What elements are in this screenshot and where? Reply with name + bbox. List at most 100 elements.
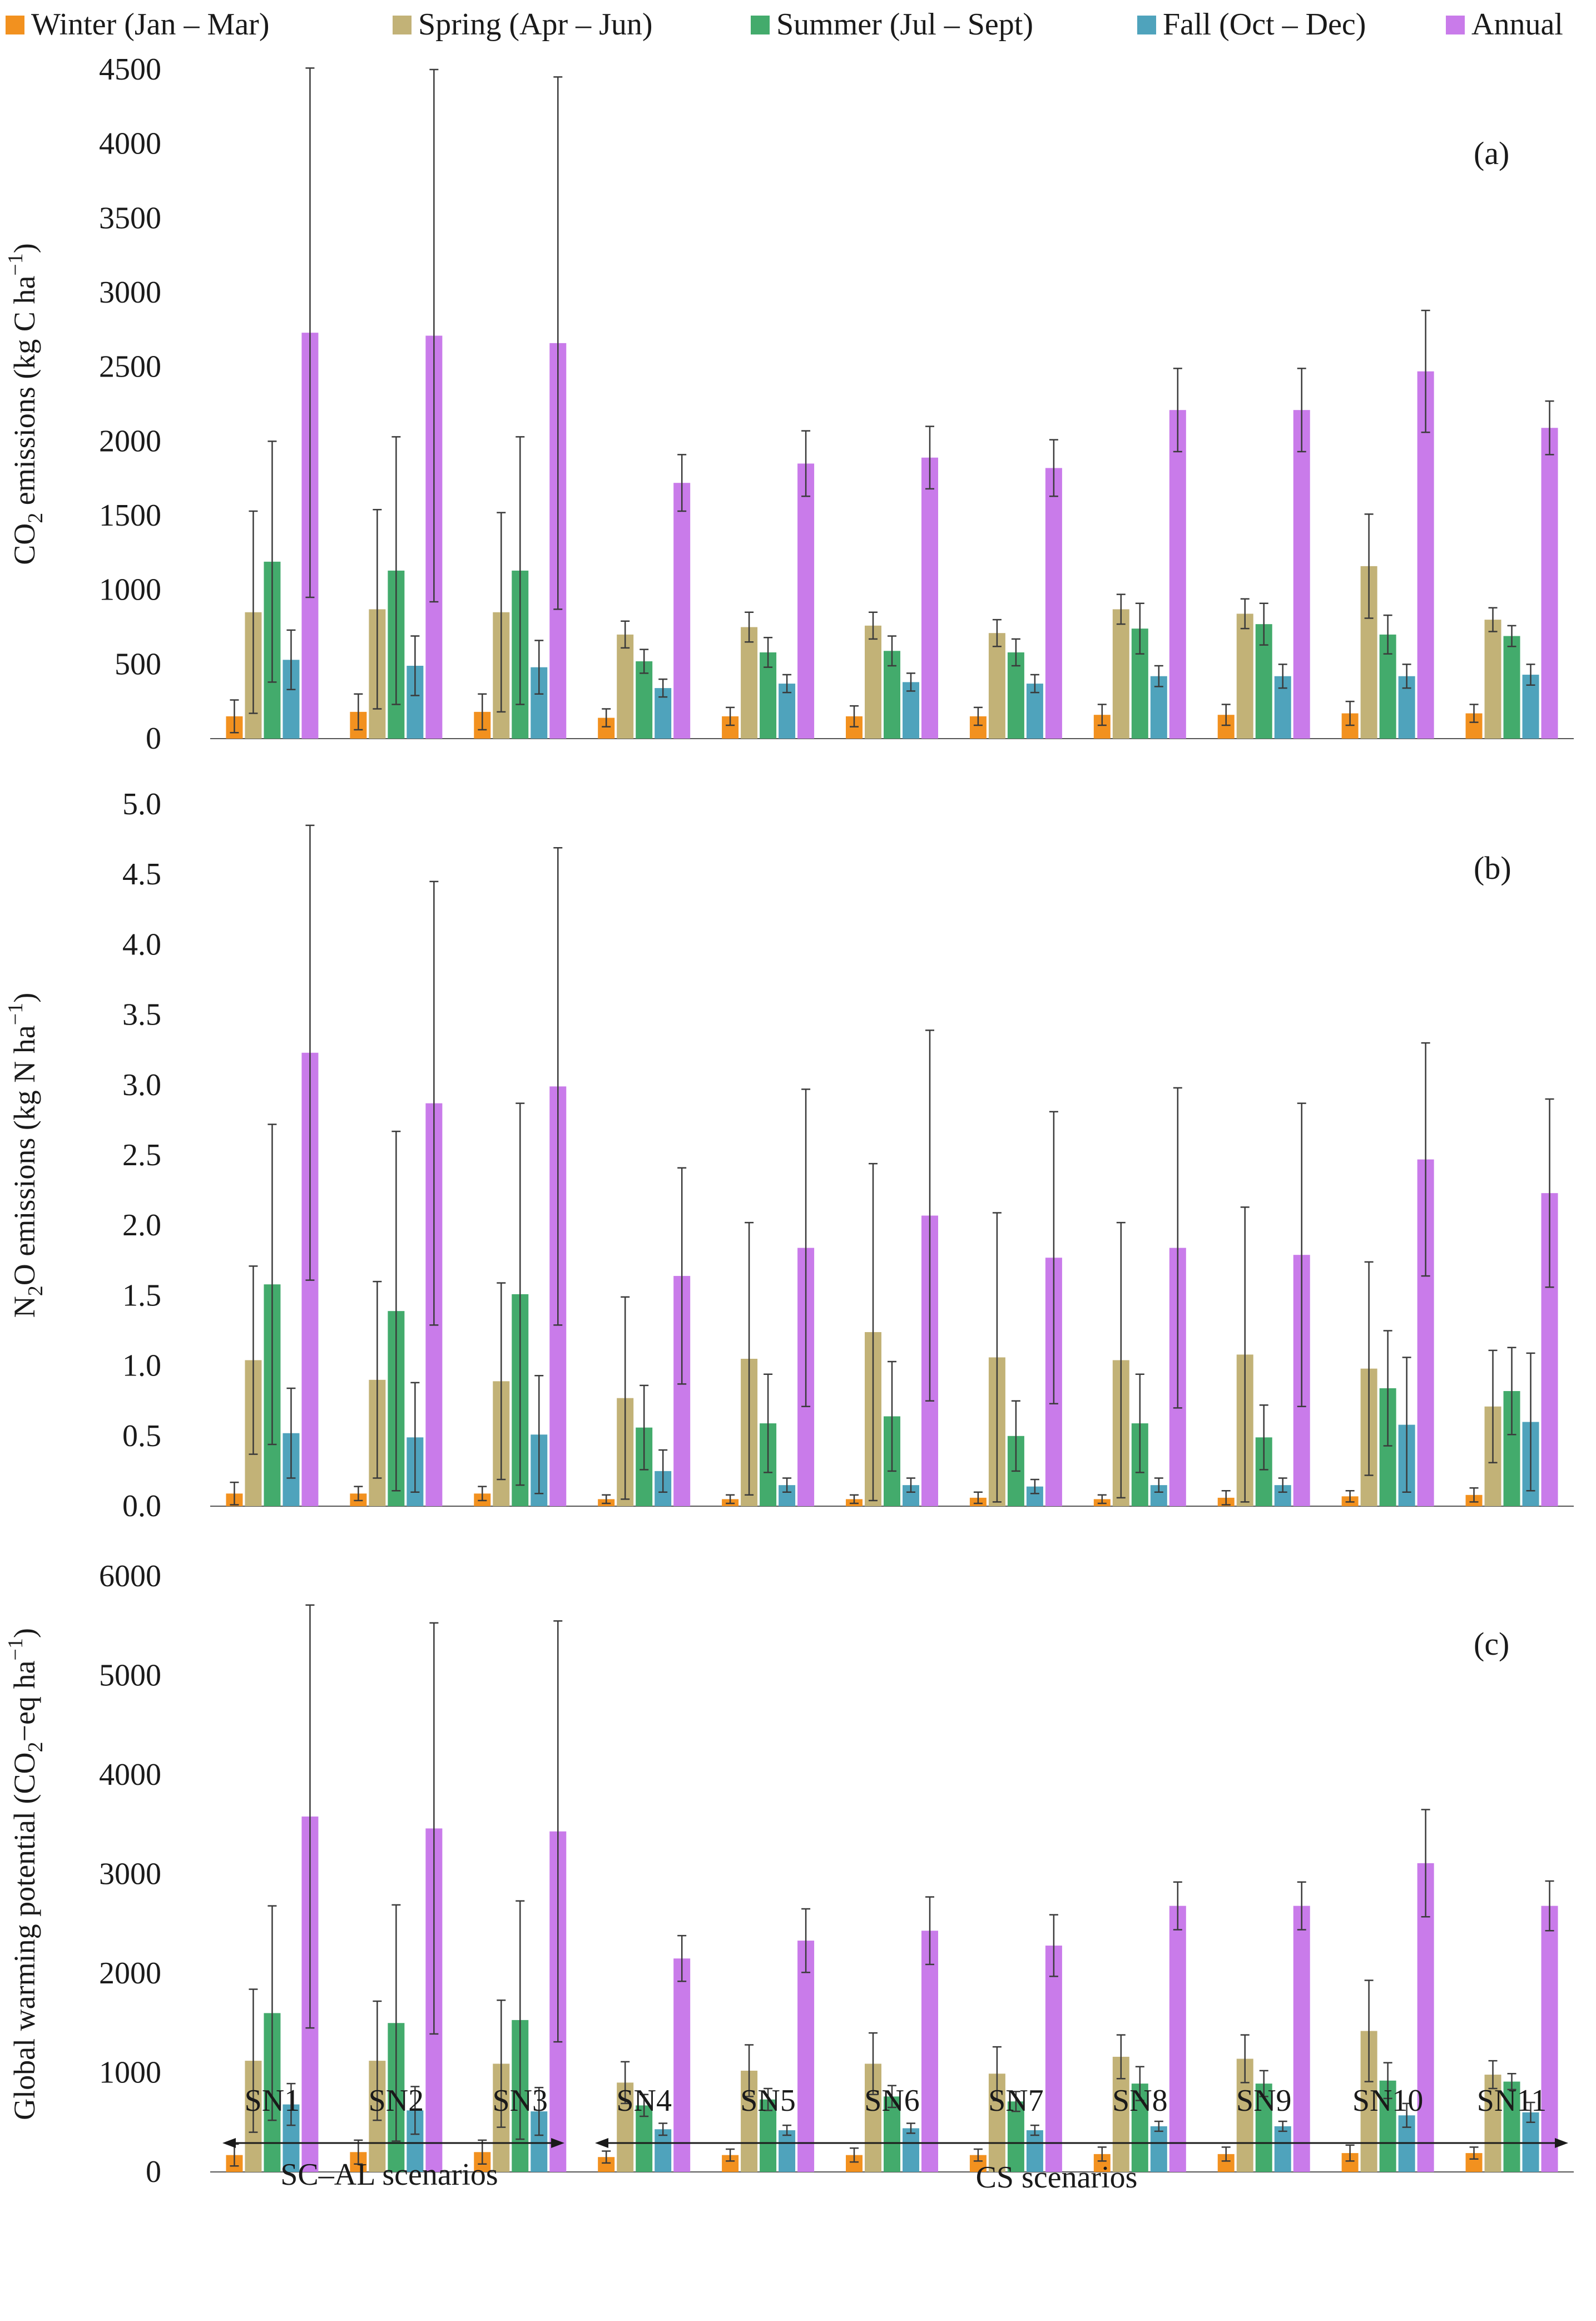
error-bar-summer-sn5 [764, 1373, 773, 1473]
error-bar-summer-sn6 [888, 1360, 896, 1472]
error-bar-fall-sn11 [1526, 1352, 1535, 1492]
x-tick-label-sn3: SN3 [492, 2084, 548, 2118]
error-bar-summer-sn2 [391, 1904, 401, 2142]
y-tick-label: 3500 [99, 201, 161, 235]
bar-annual-sn5 [797, 1941, 815, 2172]
error-bar-annual-sn8 [1173, 1881, 1182, 1931]
x-tick-label-sn11: SN11 [1477, 2084, 1547, 2118]
error-bar-winter-sn6 [850, 1494, 859, 1505]
error-bar-winter-sn6 [850, 2147, 859, 2163]
panel-a-co2-emissions: 0 500 1000 1500 2000 2500 3000 3500 4000 4500 CO2 … [4, 52, 1574, 756]
error-bar-summer-sn1 [267, 441, 277, 683]
bar-annual-sn7 [1045, 468, 1062, 739]
error-bar-fall-sn5 [782, 674, 792, 694]
error-bar-spring-sn3 [497, 1282, 506, 1481]
bar-summer-sn7 [1007, 2101, 1024, 2172]
error-bar-spring-sn4 [621, 620, 630, 649]
error-bar-spring-sn2 [373, 2000, 382, 2121]
legend-label-summer: Summer (Jul – Sept) [776, 7, 1033, 42]
error-bar-fall-sn2 [410, 2086, 420, 2135]
error-bar-fall-sn2 [410, 635, 420, 696]
error-bar-spring-sn9 [1240, 2034, 1250, 2084]
cs-arrow [595, 2138, 1568, 2148]
error-bar-annual-sn10 [1421, 309, 1430, 433]
error-bar-summer-sn11 [1507, 625, 1516, 647]
panel-label: (a) [1474, 135, 1509, 171]
error-bar-annual-sn4 [677, 1167, 687, 1385]
error-bar-annual-sn9 [1297, 368, 1306, 453]
legend-label-winter: Winter (Jan – Mar) [31, 7, 269, 42]
bar-spring-sn8 [1112, 609, 1129, 739]
error-bar-summer-sn3 [516, 1900, 525, 2140]
error-bar-annual-sn3 [553, 1620, 563, 2043]
error-bar-summer-sn1 [267, 1905, 277, 2121]
error-bar-spring-sn3 [497, 1999, 506, 2128]
y-tick-label: 3000 [99, 1857, 161, 1892]
y-tick-label: 500 [115, 647, 161, 681]
y-tick-label: 2000 [99, 1956, 161, 1991]
x-tick-label-sn10: SN10 [1352, 2084, 1424, 2118]
error-bar-spring-sn3 [497, 512, 506, 713]
error-bar-fall-sn8 [1154, 1477, 1163, 1493]
error-bar-winter-sn6 [850, 705, 859, 728]
bar-spring-sn11 [1484, 620, 1501, 739]
error-bar-winter-sn8 [1097, 2146, 1107, 2162]
error-bar-fall-sn6 [906, 672, 915, 692]
y-tick-label: 0.0 [122, 1489, 161, 1523]
error-bar-fall-sn1 [286, 629, 296, 691]
bar-annual-sn6 [921, 1931, 938, 2172]
error-bar-spring-sn5 [745, 1221, 754, 1496]
error-bar-spring-sn9 [1240, 598, 1250, 630]
error-bar-spring-sn5 [745, 611, 754, 643]
error-bar-fall-sn1 [286, 2082, 296, 2126]
error-bar-summer-sn7 [1011, 2091, 1020, 2112]
error-bar-summer-sn11 [1507, 1347, 1516, 1436]
error-bar-fall-sn10 [1402, 1357, 1411, 1493]
error-bar-annual-sn3 [553, 847, 563, 1326]
error-bar-winter-sn4 [602, 1494, 611, 1505]
error-bar-winter-sn3 [478, 2139, 487, 2165]
y-tick-label: 4000 [99, 1758, 161, 1792]
error-bar-winter-sn1 [230, 1481, 239, 1506]
error-bar-annual-sn9 [1297, 1881, 1306, 1931]
error-bar-winter-sn8 [1097, 1494, 1107, 1505]
error-bar-annual-sn9 [1297, 1102, 1306, 1408]
error-bar-winter-sn4 [602, 708, 611, 728]
legend-swatch-fall [1137, 16, 1156, 34]
error-bar-annual-sn8 [1173, 368, 1182, 453]
legend-swatch-spring [393, 16, 412, 34]
error-bar-annual-sn6 [925, 425, 934, 490]
y-tick-label: 4500 [99, 52, 161, 87]
error-bar-fall-sn10 [1402, 2102, 1411, 2128]
error-bar-winter-sn2 [354, 2139, 363, 2165]
error-bar-annual-sn5 [801, 1088, 811, 1408]
y-tick-label: 2500 [99, 350, 161, 384]
error-bar-fall-sn3 [534, 640, 544, 695]
error-bar-annual-sn11 [1545, 400, 1554, 456]
error-bar-spring-sn7 [992, 2046, 1002, 2101]
error-bar-annual-sn10 [1421, 1809, 1430, 1918]
error-bar-spring-sn5 [745, 2044, 754, 2097]
y-tick-label: 3000 [99, 275, 161, 310]
error-bar-fall-sn5 [782, 1477, 792, 1493]
y-tick-label: 1500 [99, 498, 161, 533]
error-bar-summer-sn4 [640, 2094, 649, 2117]
error-bar-fall-sn7 [1030, 674, 1039, 694]
error-bar-winter-sn9 [1221, 2146, 1231, 2162]
error-bar-spring-sn8 [1116, 1221, 1126, 1499]
bar-summer-sn7 [1007, 652, 1024, 739]
error-bar-fall-sn8 [1154, 2120, 1163, 2132]
error-bar-fall-sn7 [1030, 1478, 1039, 1494]
error-bar-summer-sn1 [267, 1124, 277, 1446]
error-bar-spring-sn11 [1488, 1349, 1498, 1464]
panel-c-global-warming-potential: 0 1000 2000 3000 4000 5000 6000 Global warming … [4, 1559, 1574, 2189]
error-bar-winter-sn3 [478, 693, 487, 731]
error-bar-summer-sn10 [1383, 1330, 1392, 1447]
y-axis-title: Global warming potential (CO2−eq ha−1) [4, 1628, 47, 2120]
bar-spring-sn6 [865, 625, 881, 739]
error-bar-fall-sn4 [658, 1449, 668, 1493]
error-bar-annual-sn8 [1173, 1087, 1182, 1409]
legend-swatch-winter [6, 16, 24, 34]
error-bar-winter-sn11 [1469, 1487, 1479, 1503]
error-bar-summer-sn3 [516, 1102, 525, 1486]
